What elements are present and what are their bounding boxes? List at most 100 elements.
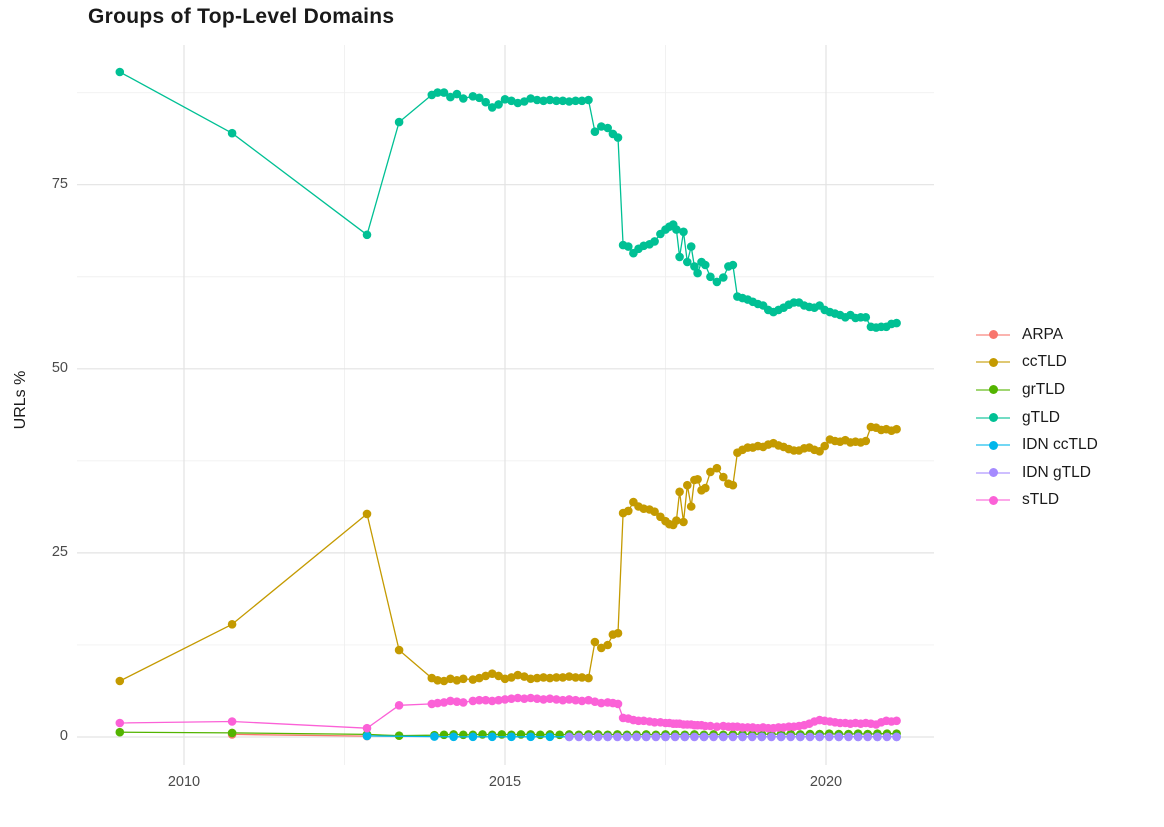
data-point-idn-gtld <box>690 732 699 742</box>
data-point-idn-gtld <box>786 732 795 742</box>
legend-item-grtld: grTLD <box>976 376 1098 404</box>
data-point-idn-gtld <box>661 732 670 742</box>
data-point-gtld <box>892 318 901 328</box>
data-point-stld <box>577 696 587 706</box>
data-point-idn-gtld <box>564 732 574 742</box>
data-point-gtld <box>675 252 684 262</box>
data-point-stld <box>227 717 237 726</box>
data-point-cctld <box>564 672 574 681</box>
legend-label: sTLD <box>1022 491 1060 509</box>
data-point-cctld <box>603 640 612 650</box>
chart-title: Groups of Top-Level Domains <box>88 5 395 28</box>
data-point-gtld <box>439 88 449 97</box>
data-point-grtld <box>536 730 545 740</box>
legend-item-gtld: gTLD <box>976 404 1098 432</box>
legend-key-icon <box>976 412 1010 424</box>
data-point-idn-gtld <box>719 732 728 742</box>
data-point-grtld <box>439 730 449 740</box>
data-point-gtld <box>564 97 574 106</box>
data-point-cctld <box>861 436 871 446</box>
x-tick-label: 2020 <box>809 774 843 790</box>
legend-key-icon <box>976 384 1010 396</box>
data-point-idn-gtld <box>651 732 661 742</box>
data-point-idn-cctld <box>468 732 478 742</box>
data-point-stld <box>487 696 497 706</box>
data-point-cctld <box>532 673 542 683</box>
data-point-gtld <box>861 313 871 322</box>
data-point-stld <box>494 695 503 705</box>
data-point-cctld <box>712 463 722 473</box>
data-point-stld <box>590 697 600 706</box>
series-line-cctld <box>119 426 897 682</box>
data-point-gtld <box>719 273 728 282</box>
data-point-gtld <box>650 237 659 246</box>
data-point-cctld <box>728 480 738 490</box>
data-point-cctld <box>552 673 561 682</box>
data-point-idn-cctld <box>430 732 439 741</box>
data-point-cctld <box>227 620 237 629</box>
data-point-cctld <box>584 673 593 683</box>
data-point-idn-gtld <box>632 732 641 742</box>
data-point-stld <box>513 693 523 703</box>
data-point-gtld <box>558 96 568 106</box>
data-point-idn-gtld <box>738 732 747 742</box>
legend-item-arpa: ARPA <box>976 321 1098 349</box>
data-point-gtld <box>613 133 623 142</box>
y-tick-label: 0 <box>59 728 68 744</box>
data-point-gtld <box>672 225 681 234</box>
data-point-gtld <box>475 93 484 103</box>
data-point-idn-gtld <box>574 732 584 742</box>
data-point-gtld <box>459 94 468 103</box>
data-point-stld <box>571 695 580 705</box>
data-point-stld <box>613 699 623 709</box>
series-stld <box>115 693 901 733</box>
data-point-idn-gtld <box>853 732 863 742</box>
data-point-idn-cctld <box>507 732 516 742</box>
data-point-idn-gtld <box>863 732 872 742</box>
data-point-idn-gtld <box>728 732 738 742</box>
series-cctld <box>115 422 901 686</box>
legend-item-stld: sTLD <box>976 487 1098 515</box>
data-point-cctld <box>545 673 555 683</box>
data-point-gtld <box>590 127 600 136</box>
data-point-cctld <box>513 670 523 680</box>
data-point-idn-gtld <box>776 732 786 742</box>
data-point-cctld <box>672 516 681 525</box>
legend-key-icon <box>976 329 1010 341</box>
data-point-idn-gtld <box>892 732 901 742</box>
data-point-idn-gtld <box>680 732 690 742</box>
data-point-cctld <box>624 506 633 516</box>
data-point-idn-gtld <box>670 732 680 742</box>
data-point-idn-gtld <box>613 732 622 742</box>
data-point-stld <box>520 694 529 703</box>
data-point-gtld <box>624 242 633 251</box>
legend-key-icon <box>976 494 1010 506</box>
data-point-cctld <box>613 628 623 638</box>
data-point-cctld <box>706 467 715 477</box>
data-point-cctld <box>679 517 688 527</box>
data-point-stld <box>459 698 468 707</box>
data-point-cctld <box>500 674 510 684</box>
data-point-cctld <box>115 676 125 686</box>
data-point-gtld <box>227 128 237 138</box>
data-point-cctld <box>459 674 468 684</box>
data-point-cctld <box>394 645 404 655</box>
data-point-gtld <box>362 230 372 240</box>
data-point-stld <box>564 695 574 704</box>
data-point-cctld <box>571 673 580 682</box>
data-point-idn-gtld <box>709 732 718 742</box>
data-point-stld <box>545 694 555 703</box>
data-point-gtld <box>712 277 722 287</box>
data-point-stld <box>712 722 722 731</box>
data-point-gtld <box>532 95 542 105</box>
data-point-gtld <box>494 100 503 109</box>
series-gtld <box>115 67 901 332</box>
data-point-idn-gtld <box>805 732 815 742</box>
data-point-stld <box>433 698 442 708</box>
data-point-gtld <box>679 227 688 237</box>
legend-item-cctld: ccTLD <box>976 349 1098 377</box>
data-point-gtld <box>545 95 555 105</box>
data-point-idn-cctld <box>362 731 372 741</box>
data-point-grtld <box>555 730 564 740</box>
data-point-gtld <box>394 117 404 127</box>
